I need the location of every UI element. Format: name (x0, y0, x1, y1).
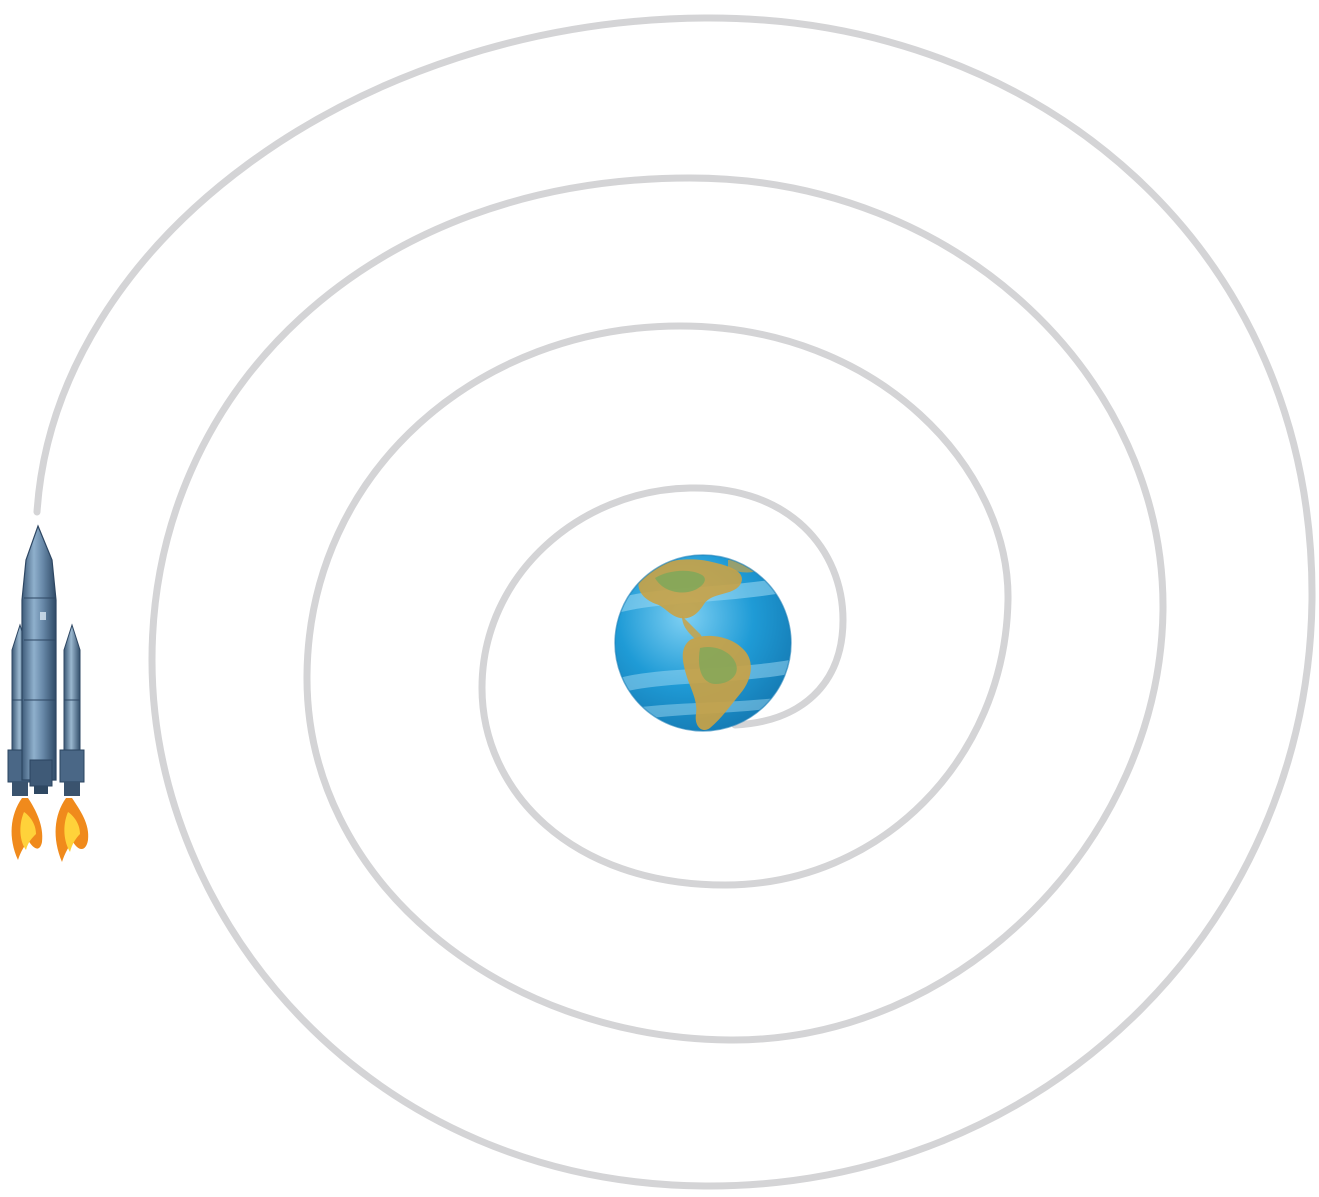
rocket-icon (7, 524, 89, 862)
earth-icon (614, 554, 792, 732)
rocket-flame-left (11, 798, 43, 860)
rocket-flame-right (55, 798, 89, 862)
spiral-path (33, 14, 1316, 1190)
